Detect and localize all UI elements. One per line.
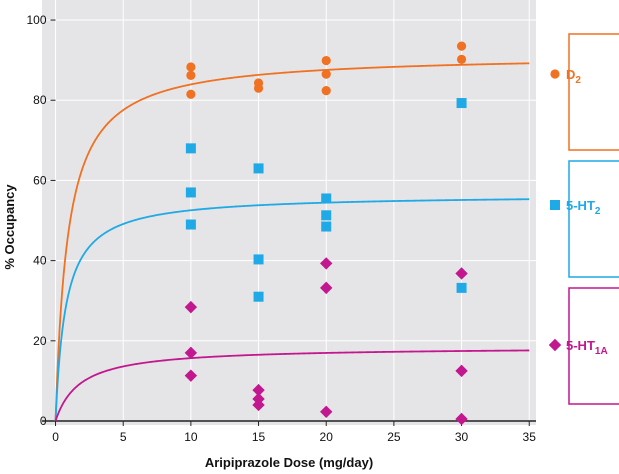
data-point xyxy=(320,405,333,418)
legend-background xyxy=(536,0,619,474)
data-point xyxy=(321,193,332,204)
data-point xyxy=(184,300,198,314)
y-axis-title: % Occupancy xyxy=(2,184,17,270)
data-point xyxy=(456,282,467,293)
data-point xyxy=(186,89,196,99)
fit-curve xyxy=(54,62,530,422)
x-tick-label: 15 xyxy=(252,430,266,444)
legend-marker xyxy=(548,338,562,352)
legend-bracket xyxy=(568,287,619,405)
data-point xyxy=(253,163,264,174)
data-point xyxy=(455,267,468,280)
y-tick-label: 100 xyxy=(27,13,47,27)
data-point xyxy=(321,69,331,79)
legend: D2 5-HT2 5-HT1A xyxy=(548,33,619,405)
data-point xyxy=(253,254,264,265)
data-point xyxy=(252,383,265,397)
data-points xyxy=(184,41,468,426)
data-point xyxy=(455,412,468,426)
data-point xyxy=(184,346,198,360)
data-point xyxy=(321,221,332,232)
x-tick-label: 0 xyxy=(52,430,59,444)
legend-label: 5-HT1A xyxy=(566,338,608,357)
x-tick-label: 35 xyxy=(523,430,537,444)
legend-bracket xyxy=(568,160,619,278)
fit-curves xyxy=(54,62,530,422)
data-point xyxy=(253,83,264,93)
x-tick-label: 25 xyxy=(387,430,401,444)
x-axis-title: Aripiprazole Dose (mg/day) xyxy=(205,455,373,470)
y-tick-label: 20 xyxy=(33,334,47,348)
data-point xyxy=(185,219,196,230)
data-point xyxy=(456,54,467,64)
data-point xyxy=(184,369,198,382)
data-point xyxy=(252,398,265,412)
data-point xyxy=(456,98,467,109)
fit-curve xyxy=(54,198,530,422)
data-point xyxy=(321,86,331,96)
data-point xyxy=(321,55,331,66)
x-tick-label: 5 xyxy=(120,430,127,444)
data-point xyxy=(186,70,196,80)
data-point xyxy=(321,210,332,221)
data-point xyxy=(320,257,333,270)
legend-bracket xyxy=(568,33,619,151)
data-point xyxy=(455,364,468,378)
legend-marker xyxy=(550,200,560,210)
data-point xyxy=(185,187,196,198)
data-point xyxy=(456,41,467,51)
y-tick-label: 60 xyxy=(33,173,47,187)
legend-label: D2 xyxy=(566,67,581,86)
data-point xyxy=(185,143,196,154)
fit-curve xyxy=(54,349,530,422)
data-point xyxy=(253,291,264,302)
legend-label: 5-HT2 xyxy=(566,198,601,217)
y-tick-label: 40 xyxy=(33,254,47,268)
x-tick-label: 30 xyxy=(455,430,469,444)
legend-marker xyxy=(550,69,560,79)
y-tick-label: 80 xyxy=(33,93,47,107)
data-point xyxy=(186,62,196,72)
data-point xyxy=(320,281,333,295)
x-tick-label: 10 xyxy=(184,430,198,444)
x-tick-label: 20 xyxy=(320,430,334,444)
